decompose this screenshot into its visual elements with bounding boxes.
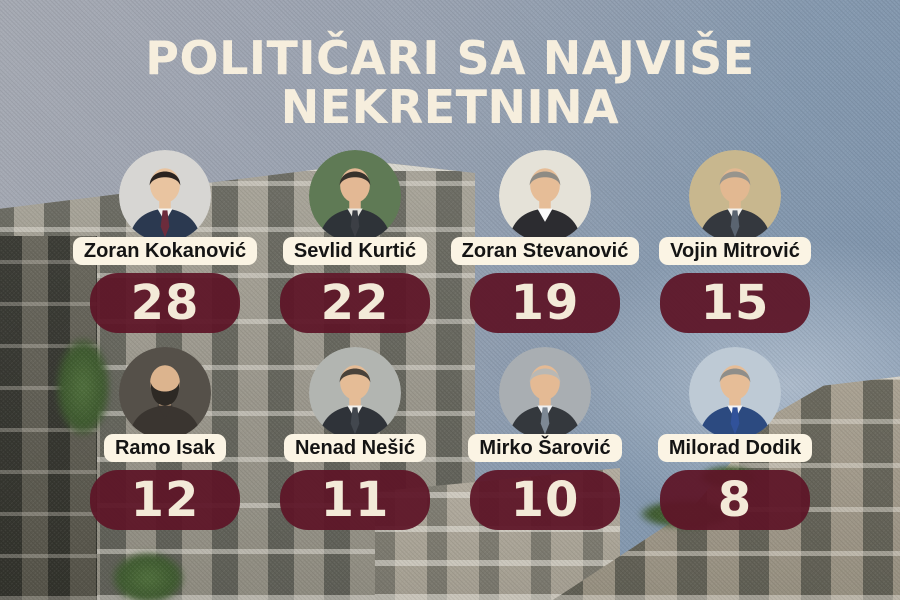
politician-photo [499, 150, 591, 242]
person-silhouette [309, 150, 401, 242]
politician-photo [689, 347, 781, 439]
politicians-grid: Zoran Kokanović 28 Sevlid Kurtić 22 Zoran … [70, 150, 830, 530]
politician-photo [309, 347, 401, 439]
politician-card: Ramo Isak 12 [70, 347, 260, 530]
property-count-badge: 28 [90, 273, 240, 333]
property-count-badge: 22 [280, 273, 430, 333]
property-count: 22 [320, 275, 390, 331]
politician-card: Zoran Stevanović 19 [450, 150, 640, 333]
property-count-badge: 8 [660, 470, 810, 530]
politician-name: Mirko Šarović [468, 434, 622, 462]
property-count: 19 [510, 275, 580, 331]
politician-name: Ramo Isak [103, 434, 227, 462]
person-silhouette [689, 347, 781, 439]
property-count: 28 [130, 275, 200, 331]
property-count-badge: 10 [470, 470, 620, 530]
politician-card: Zoran Kokanović 28 [70, 150, 260, 333]
property-count-badge: 15 [660, 273, 810, 333]
person-silhouette [499, 150, 591, 242]
balcony-plants [56, 338, 110, 436]
property-count: 8 [717, 472, 753, 528]
politician-card: Nenad Nešić 11 [260, 347, 450, 530]
politician-name: Nenad Nešić [283, 434, 427, 462]
politician-photo [689, 150, 781, 242]
politician-photo [499, 347, 591, 439]
politician-name: Milorad Dodik [657, 434, 813, 462]
balcony-plants [112, 552, 184, 600]
politician-card: Vojin Mitrović 15 [640, 150, 830, 333]
property-count-badge: 12 [90, 470, 240, 530]
page-title: POLITIČARI SA NAJVIŠE NEKRETNINA [0, 34, 900, 132]
person-silhouette [119, 150, 211, 242]
politician-name: Zoran Stevanović [450, 237, 640, 265]
politician-card: Milorad Dodik 8 [640, 347, 830, 530]
property-count: 15 [700, 275, 770, 331]
politician-card: Sevlid Kurtić 22 [260, 150, 450, 333]
property-count: 11 [320, 472, 390, 528]
title-line-1: POLITIČARI SA NAJVIŠE [145, 31, 755, 85]
property-count: 12 [130, 472, 200, 528]
politician-name: Zoran Kokanović [72, 237, 258, 265]
person-silhouette [119, 347, 211, 439]
politician-photo [119, 150, 211, 242]
title-line-2: NEKRETNINA [280, 80, 620, 134]
politician-card: Mirko Šarović 10 [450, 347, 640, 530]
politician-photo [119, 347, 211, 439]
politician-name: Vojin Mitrović [659, 237, 811, 265]
property-count: 10 [510, 472, 580, 528]
politician-name: Sevlid Kurtić [282, 237, 428, 265]
person-silhouette [499, 347, 591, 439]
property-count-badge: 11 [280, 470, 430, 530]
person-silhouette [689, 150, 781, 242]
property-count-badge: 19 [470, 273, 620, 333]
politician-photo [309, 150, 401, 242]
person-silhouette [309, 347, 401, 439]
